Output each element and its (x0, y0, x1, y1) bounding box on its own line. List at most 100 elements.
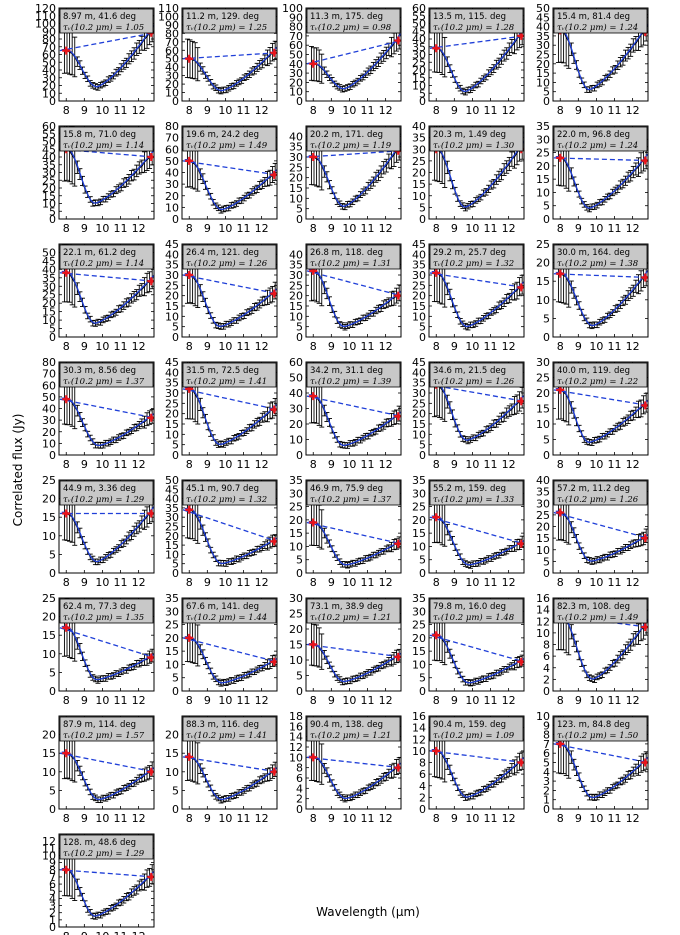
x-tick-label: 11 (237, 222, 251, 235)
x-tick-label: 12 (502, 576, 516, 589)
y-tick-label: 30 (412, 143, 426, 156)
y-tick-label: 5 (172, 439, 179, 452)
plot-area (306, 622, 401, 686)
y-tick-label: 40 (42, 263, 56, 276)
y-tick-label: 5 (543, 555, 550, 568)
x-tick-label: 11 (608, 576, 622, 589)
baseline-label: 55.2 m, 159. deg (433, 484, 506, 494)
y-tick-label: 60 (289, 356, 303, 369)
y-tick-label: 35 (42, 159, 56, 172)
continuum-anchor-marker (272, 291, 277, 296)
baseline-label: 15.8 m, 71.0 deg (63, 130, 136, 140)
y-tick-label: 5 (172, 784, 179, 797)
panel-frame (181, 479, 278, 574)
model-fit-line (184, 46, 277, 92)
x-tick-label: 9 (575, 576, 582, 589)
y-tick-label: 40 (412, 120, 426, 133)
x-tick-label: 11 (484, 222, 498, 235)
y-tick-label: 5 (172, 558, 179, 571)
x-tick-label: 11 (361, 576, 375, 589)
x-tick-label: 8 (433, 576, 440, 589)
panel-frame (58, 715, 155, 810)
optical-depth-label: τᵥ(10.2 μm) = 1.21 (310, 612, 391, 623)
continuum-anchor-marker (311, 154, 316, 160)
annotation-box (429, 244, 524, 270)
y-tick-label: 60 (412, 2, 426, 15)
x-tick-label: 9 (204, 222, 211, 235)
y-tick-label: 5 (49, 784, 56, 797)
y-tick-label: 6 (543, 650, 550, 663)
y-tick-label: 50 (42, 246, 56, 259)
panel-frame (428, 479, 525, 574)
y-tick-label: 10 (412, 428, 426, 441)
y-tick-label: 45 (42, 143, 56, 156)
x-tick-label: 8 (63, 458, 70, 471)
x-tick-label: 8 (63, 104, 70, 117)
model-fit-line (61, 147, 154, 204)
model-fit-line (555, 613, 648, 680)
y-tick-label: 0 (419, 95, 426, 108)
plot-area (182, 480, 277, 567)
panel-frame (181, 125, 278, 220)
model-fit-line (431, 27, 524, 93)
y-tick-label: 15 (412, 300, 426, 313)
y-tick-label: 0 (296, 331, 303, 344)
y-tick-label: 30 (412, 605, 426, 618)
x-tick-label: 11 (114, 576, 128, 589)
x-tick-label: 8 (557, 340, 564, 353)
y-tick-label: 25 (536, 238, 550, 251)
y-tick-label: 10 (165, 428, 179, 441)
y-tick-label: 10 (536, 294, 550, 307)
y-tick-label: 0 (49, 331, 56, 344)
x-tick-label: 12 (132, 812, 146, 825)
y-tick-label: 40 (412, 366, 426, 379)
y-tick-label: 55 (412, 10, 426, 23)
baseline-label: 45.1 m, 90.7 deg (186, 484, 259, 494)
y-tick-label: 15 (165, 418, 179, 431)
x-tick-label: 11 (608, 458, 622, 471)
y-tick-label: 20 (165, 632, 179, 645)
y-tick-label: 15 (289, 300, 303, 313)
continuum-anchor-marker (396, 541, 401, 546)
continuum-anchor-marker (519, 33, 524, 39)
y-tick-label: 50 (165, 53, 179, 66)
continuum-anchor-marker (519, 399, 524, 404)
y-tick-label: 4 (543, 662, 550, 675)
y-tick-label: 15 (165, 645, 179, 658)
x-tick-label: 11 (608, 104, 622, 117)
panel-frame (428, 7, 525, 102)
continuum-anchor-marker (64, 397, 69, 402)
y-tick-label: 5 (296, 554, 303, 567)
y-tick-label: 15 (536, 275, 550, 288)
x-tick-label: 10 (218, 576, 232, 589)
y-tick-label: 35 (412, 592, 426, 605)
continuum-line (553, 273, 648, 279)
plot-area (429, 609, 524, 687)
y-tick-label: 15 (42, 747, 56, 760)
y-tick-label: 20 (165, 190, 179, 203)
y-tick-label: 15 (412, 418, 426, 431)
panel-frame (552, 7, 649, 102)
x-tick-label: 10 (465, 458, 479, 471)
y-tick-label: 20 (536, 257, 550, 270)
optical-depth-label: τᵥ(10.2 μm) = 1.37 (310, 494, 392, 505)
panel-frame (58, 7, 155, 102)
model-fit-line (555, 23, 648, 91)
x-tick-label: 9 (575, 458, 582, 471)
y-tick-label: 5 (49, 548, 56, 561)
y-tick-label: 0 (49, 95, 56, 108)
baseline-label: 82.3 m, 108. deg (557, 602, 630, 612)
x-tick-label: 12 (379, 340, 393, 353)
baseline-label: 20.2 m, 171. deg (310, 130, 383, 140)
optical-depth-label: τᵥ(10.2 μm) = 1.49 (186, 140, 268, 151)
continuum-anchor-marker (311, 393, 316, 399)
x-tick-label: 12 (255, 104, 269, 117)
y-tick-label: 16 (536, 592, 550, 605)
y-tick-label: 35 (165, 377, 179, 390)
x-tick-label: 12 (132, 576, 146, 589)
y-tick-label: 5 (296, 670, 303, 683)
